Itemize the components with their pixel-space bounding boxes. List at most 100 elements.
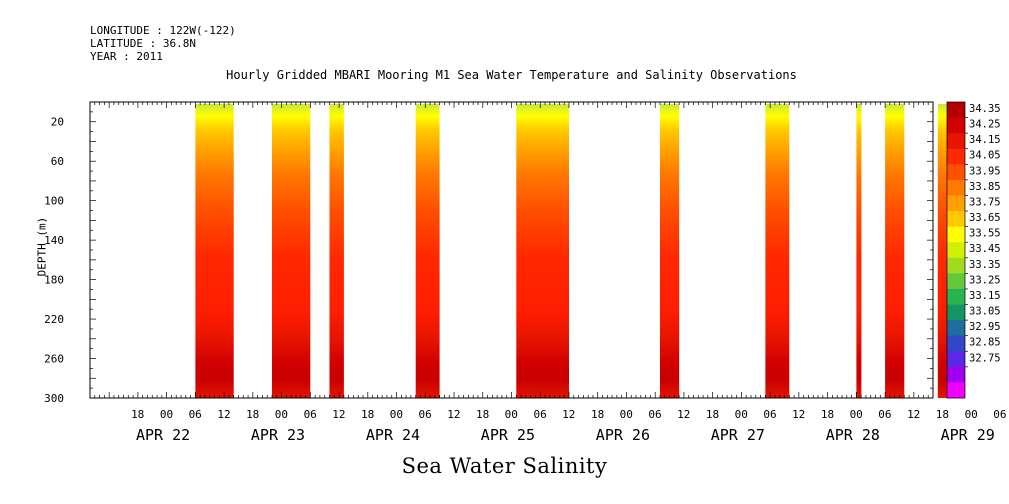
y-tick-label: 100	[44, 195, 64, 208]
x-hour-label: 06	[189, 408, 202, 421]
legend-swatch	[947, 257, 965, 274]
legend-swatch	[947, 366, 965, 383]
x-date-label: APR 29	[941, 426, 995, 444]
legend-label: 33.35	[969, 259, 1001, 271]
x-hour-label: 00	[620, 408, 633, 421]
x-hour-label: 12	[792, 408, 805, 421]
x-hour-label: 18	[936, 408, 949, 421]
legend-swatch	[947, 133, 965, 150]
legend-swatch	[947, 102, 965, 118]
x-hour-label: 18	[706, 408, 719, 421]
x-hour-label: 12	[907, 408, 920, 421]
x-hour-label: 06	[648, 408, 661, 421]
y-tick-label: 260	[44, 353, 64, 366]
data-block	[195, 104, 234, 398]
x-axis-ticks: 18 00 06 12 18 00 06 12 18 00 06 12 18 00 06 12 18 00 06 12…	[89, 102, 1007, 444]
legend-label: 34.25	[969, 119, 1001, 131]
legend-swatch	[947, 351, 965, 368]
legend-swatch	[947, 164, 965, 181]
x-hour-label: 12	[447, 408, 460, 421]
legend-label: 32.95	[969, 321, 1001, 333]
chart-title: Hourly Gridded MBARI Mooring M1 Sea Wate…	[226, 68, 797, 82]
x-date-label: APR 25	[481, 426, 535, 444]
plot-caption: Sea Water Salinity	[401, 454, 608, 478]
x-hour-label: 00	[275, 408, 288, 421]
latitude-label: LATITUDE : 36.8N	[90, 37, 196, 50]
data-block	[415, 104, 440, 398]
y-tick-label: 140	[44, 234, 64, 247]
x-hour-label: 18	[131, 408, 144, 421]
legend-label: 34.15	[969, 134, 1001, 146]
x-date-label: APR 26	[596, 426, 650, 444]
legend-label: 33.95	[969, 165, 1001, 177]
legend-label: 32.75	[969, 352, 1001, 364]
data-block	[660, 104, 680, 398]
data-block	[856, 104, 862, 398]
x-hour-label: 12	[677, 408, 690, 421]
legend-swatch	[947, 195, 965, 212]
legend-swatch	[947, 304, 965, 321]
legend-label: 33.25	[969, 274, 1001, 286]
data-block	[272, 104, 311, 398]
x-date-label: APR 23	[251, 426, 305, 444]
y-tick-label: 180	[44, 274, 64, 287]
legend-swatch	[947, 117, 965, 134]
x-hour-label: 00	[390, 408, 403, 421]
x-hour-label: 12	[217, 408, 230, 421]
legend-label: 34.35	[969, 103, 1001, 115]
x-hour-label: 12	[332, 408, 345, 421]
x-hour-label: 00	[160, 408, 173, 421]
x-hour-label: 00	[965, 408, 978, 421]
legend-swatch	[947, 335, 965, 352]
x-hour-label: 18	[476, 408, 489, 421]
y-tick-label: 20	[51, 116, 64, 129]
x-hour-label: 06	[533, 408, 546, 421]
y-axis-ticks: 20 60 100 140 180 220 260 300	[44, 101, 933, 405]
legend-swatch	[947, 320, 965, 337]
x-hour-label: 06	[993, 408, 1006, 421]
x-date-label: APR 27	[711, 426, 765, 444]
legend-label: 33.15	[969, 290, 1001, 302]
legend-label: 33.85	[969, 181, 1001, 193]
legend-swatch	[947, 179, 965, 196]
data-block	[765, 104, 790, 398]
color-legend: 34.35 34.25 34.15 34.05 33.95 33.85 33.75 33.65…	[946, 101, 1001, 399]
x-hour-label: 06	[304, 408, 317, 421]
legend-label: 33.65	[969, 212, 1001, 224]
y-tick-label: 220	[44, 313, 64, 326]
legend-swatch	[947, 242, 965, 259]
data-block	[516, 104, 569, 398]
legend-swatch	[947, 211, 965, 228]
legend-label: 33.55	[969, 228, 1001, 240]
data-block	[885, 104, 905, 398]
legend-swatch	[947, 288, 965, 305]
legend-label: 34.05	[969, 150, 1001, 162]
x-date-label: APR 22	[136, 426, 190, 444]
x-date-label: APR 24	[366, 426, 420, 444]
x-hour-label: 18	[821, 408, 834, 421]
y-tick-label: 300	[44, 392, 64, 405]
legend-label: 32.85	[969, 337, 1001, 349]
x-hour-label: 06	[418, 408, 431, 421]
x-date-label: APR 28	[826, 426, 880, 444]
legend-label: 33.45	[969, 243, 1001, 255]
x-hour-label: 18	[591, 408, 604, 421]
legend-swatch	[947, 273, 965, 290]
legend-swatch	[947, 226, 965, 243]
x-hour-label: 12	[562, 408, 575, 421]
x-hour-label: 00	[505, 408, 518, 421]
x-hour-label: 00	[850, 408, 863, 421]
data-block	[937, 104, 948, 398]
data-blocks	[195, 104, 948, 398]
x-hour-label: 18	[246, 408, 259, 421]
x-hour-label: 06	[878, 408, 891, 421]
x-hour-label: 00	[735, 408, 748, 421]
legend-label: 33.05	[969, 306, 1001, 318]
longitude-label: LONGITUDE : 122W(-122)	[90, 24, 236, 37]
legend-swatch	[947, 148, 965, 165]
y-tick-label: 60	[51, 155, 64, 168]
legend-label: 33.75	[969, 197, 1001, 209]
x-hour-label: 18	[361, 408, 374, 421]
year-label: YEAR : 2011	[90, 50, 163, 63]
